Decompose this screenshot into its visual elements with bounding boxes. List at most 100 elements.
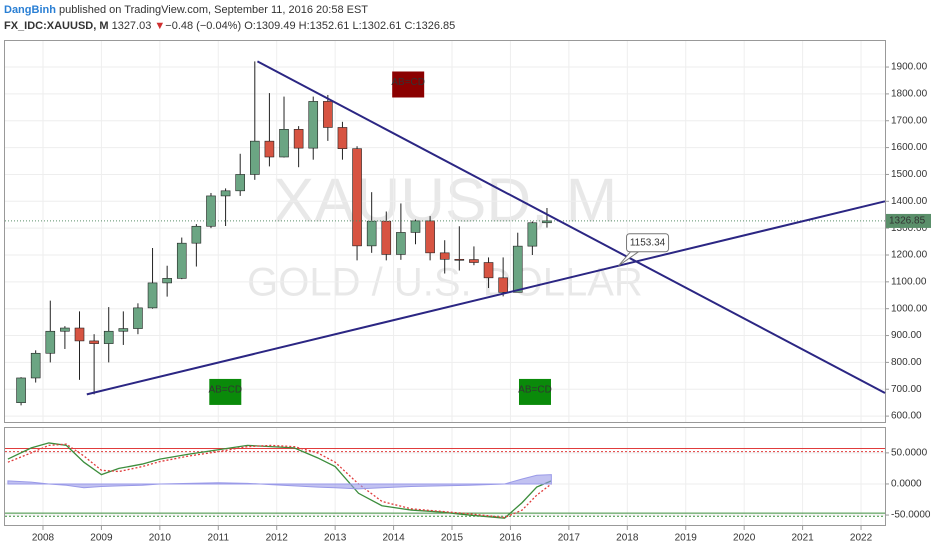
candle-body xyxy=(352,148,362,247)
open: O:1309.49 xyxy=(244,20,295,32)
candle-body xyxy=(45,330,56,354)
osc-pane xyxy=(4,427,886,526)
x-tick-label: 2010 xyxy=(149,533,172,544)
candle-body xyxy=(176,242,187,279)
y-tick-label: 1700.00 xyxy=(891,115,928,126)
candle-body xyxy=(16,377,26,403)
histogram-area xyxy=(7,474,552,490)
y-tick-label: 1200.00 xyxy=(891,250,928,261)
published: published on TradingView.com, September … xyxy=(56,4,368,16)
y-tick-label: 50.0000 xyxy=(891,448,928,459)
x-tick-label: 2019 xyxy=(675,533,698,544)
x-tick-label: 2017 xyxy=(558,533,581,544)
candle-body xyxy=(469,259,479,263)
low: L:1302.61 xyxy=(352,20,401,32)
candle-body xyxy=(250,140,260,175)
y-tick-label: 800.00 xyxy=(891,357,922,368)
pattern-label: AB=CD xyxy=(518,385,552,396)
x-tick-label: 2022 xyxy=(850,533,873,544)
candle-body xyxy=(542,220,552,224)
callout-box xyxy=(626,233,670,253)
candle-body xyxy=(162,278,172,284)
last-price-label: 1326.85 xyxy=(889,216,926,227)
y-tick-label: 1900.00 xyxy=(891,62,928,73)
x-tick-label: 2016 xyxy=(499,533,522,544)
candle-body xyxy=(118,328,129,332)
pattern-label: AB=CD xyxy=(391,77,425,88)
pattern-box xyxy=(209,378,242,405)
candle-body xyxy=(527,222,538,247)
candle-body xyxy=(410,220,421,233)
candle-body xyxy=(425,220,435,254)
trendline xyxy=(86,200,886,396)
x-tick-label: 2018 xyxy=(616,533,639,544)
trendline xyxy=(256,60,886,394)
candle-body xyxy=(74,327,85,342)
candle-body xyxy=(89,340,99,344)
candle-body xyxy=(206,195,216,227)
y-tick-label: 0.0000 xyxy=(891,479,922,490)
callout-label: 1153.34 xyxy=(630,237,666,248)
x-tick-label: 2009 xyxy=(90,533,113,544)
close: C:1326.85 xyxy=(404,20,455,32)
change: −0.48 (−0.04%) xyxy=(165,20,241,32)
y-tick-label: 600.00 xyxy=(891,411,922,422)
candle-body xyxy=(147,282,158,309)
candle-body xyxy=(308,101,319,149)
x-tick-label: 2012 xyxy=(266,533,289,544)
x-tick-label: 2011 xyxy=(208,533,230,544)
candle-body xyxy=(60,327,70,332)
y-tick-label: 1500.00 xyxy=(891,169,928,180)
y-tick-label: 1400.00 xyxy=(891,196,928,207)
author: DangBinh xyxy=(4,4,56,16)
osc-line xyxy=(7,442,552,519)
candle-body xyxy=(191,225,202,244)
symbol-line: FX_IDC:XAUUSD, M 1327.03 ▼−0.48 (−0.04%)… xyxy=(4,20,455,32)
y-tick-label: 1800.00 xyxy=(891,89,928,100)
candle-body xyxy=(30,352,41,379)
x-tick-label: 2020 xyxy=(733,533,756,544)
y-tick-label: 1100.00 xyxy=(891,276,927,287)
candle-body xyxy=(264,140,275,158)
x-tick-label: 2015 xyxy=(441,533,464,544)
arrow: ▼ xyxy=(154,20,165,32)
candle-body xyxy=(279,129,289,158)
x-tick-label: 2021 xyxy=(791,533,814,544)
symbol: FX_IDC:XAUUSD, M xyxy=(4,20,109,32)
y-tick-label: 1000.00 xyxy=(891,303,928,314)
x-tick-label: 2014 xyxy=(382,533,405,544)
candle-body xyxy=(323,101,333,128)
candle-body xyxy=(293,129,304,149)
last-price-box xyxy=(886,213,931,228)
y-tick-label: -50.0000 xyxy=(891,510,931,521)
y-tick-label: 1600.00 xyxy=(891,142,928,153)
pattern-label: AB=CD xyxy=(208,385,242,396)
price: 1327.03 xyxy=(112,20,152,32)
candle-body xyxy=(483,262,494,279)
osc-line xyxy=(7,443,552,519)
pattern-box xyxy=(518,378,551,405)
candle-body xyxy=(337,127,348,149)
candle-body xyxy=(381,220,392,255)
y-tick-label: 1300.00 xyxy=(891,223,928,234)
x-tick-label: 2008 xyxy=(32,533,55,544)
pattern-box xyxy=(392,71,425,98)
y-tick-label: 700.00 xyxy=(891,384,922,395)
high: H:1352.61 xyxy=(299,20,350,32)
candle-body xyxy=(396,232,406,255)
candle-body xyxy=(439,252,450,260)
candle-body xyxy=(103,330,114,344)
byline: DangBinh published on TradingView.com, S… xyxy=(4,4,368,16)
candle-body xyxy=(235,174,245,192)
candle-body xyxy=(220,190,231,197)
candle-body xyxy=(366,220,377,247)
candle-body xyxy=(454,258,465,261)
candle-body xyxy=(512,245,523,293)
x-tick-label: 2013 xyxy=(324,533,347,544)
candle-body xyxy=(498,277,508,293)
y-tick-label: 900.00 xyxy=(891,330,922,341)
candle-body xyxy=(133,307,143,329)
main-pane xyxy=(4,40,886,423)
